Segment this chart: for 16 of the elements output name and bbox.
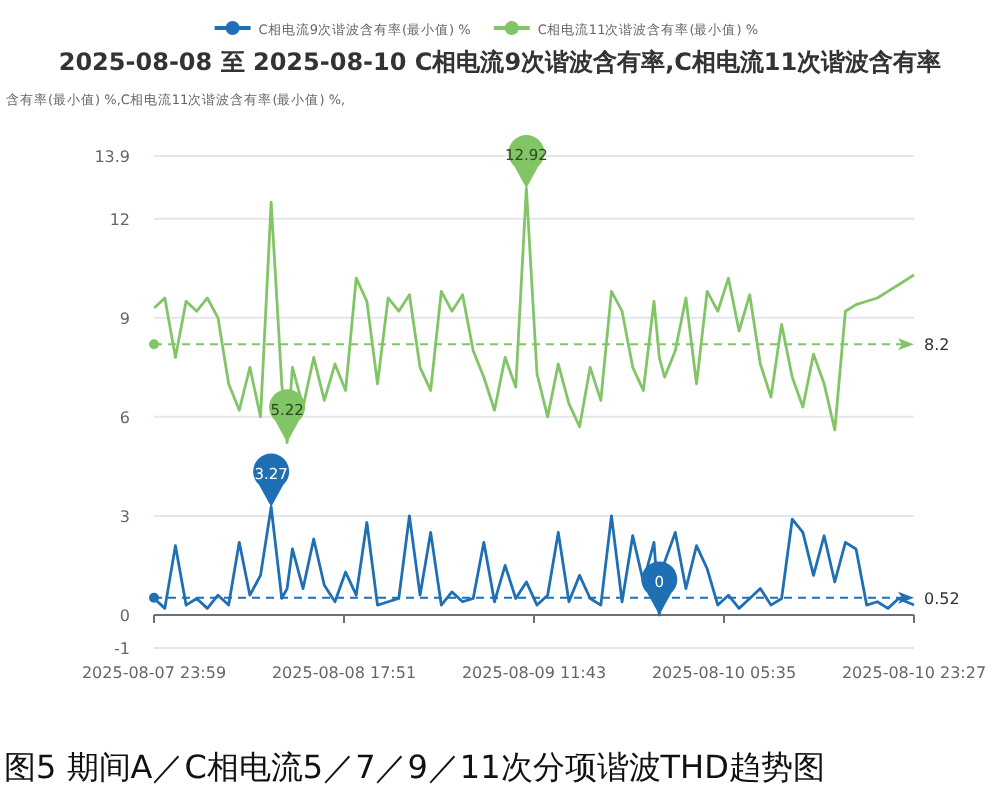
x-tick-label: 2025-08-10 05:35: [651, 664, 797, 682]
y-tick-label: 13.9: [94, 148, 130, 166]
ref-line-label: 8.2: [924, 336, 950, 355]
caption: 图5 期间A／C相电流5／7／9／11次分项谐波THD趋势图: [4, 748, 825, 786]
y-tick-label: -1: [114, 640, 130, 658]
y-tick-label: 9: [119, 309, 130, 328]
x-tick-label: 2025-08-09 11:43: [461, 664, 607, 682]
y-tick-label: 12: [109, 210, 130, 229]
x-tick-label: 2025-08-10 23:27: [841, 664, 987, 682]
y-tick-label: 0: [119, 606, 130, 625]
y-tick-label: 3: [119, 507, 130, 526]
x-tick-label: 2025-08-08 17:51: [271, 664, 417, 682]
x-tick-label: 2025-08-07 23:59: [81, 664, 227, 682]
ref-line-label: 0.52: [924, 589, 960, 608]
y-tick-label: 6: [119, 408, 130, 427]
chart-title: 2025-08-08 至 2025-08-10 C相电流9次谐波含有率,C相电流11次谐波含有率: [58, 48, 942, 76]
